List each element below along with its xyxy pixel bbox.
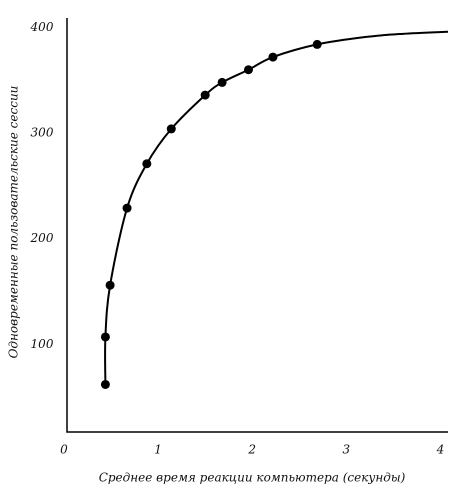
x-tick-label: 0: [60, 443, 68, 457]
data-point: [105, 280, 115, 290]
y-tick-label: 100: [31, 337, 54, 351]
data-point: [100, 332, 110, 342]
data-point: [166, 124, 176, 134]
data-point: [243, 65, 253, 75]
x-tick-label: 1: [154, 443, 162, 457]
x-tick-label: 3: [343, 443, 351, 457]
data-point: [217, 77, 227, 87]
x-tick-label: 2: [247, 443, 256, 457]
data-point: [312, 39, 322, 49]
y-tick-label: 400: [30, 20, 54, 34]
data-point: [142, 159, 152, 169]
x-axis-title: Среднее время реакции компьютера (секунд…: [99, 471, 406, 485]
y-axis-title: Одновременные пользовательские сессии: [7, 86, 21, 359]
x-tick-label: 4: [436, 443, 445, 457]
curve: [104, 30, 449, 385]
data-point: [268, 52, 278, 62]
y-tick-label: 300: [31, 126, 54, 140]
data-point: [100, 379, 110, 389]
y-tick-label: 200: [30, 231, 54, 245]
data-point: [122, 203, 132, 213]
data-point: [200, 90, 210, 100]
axes: [66, 18, 448, 433]
